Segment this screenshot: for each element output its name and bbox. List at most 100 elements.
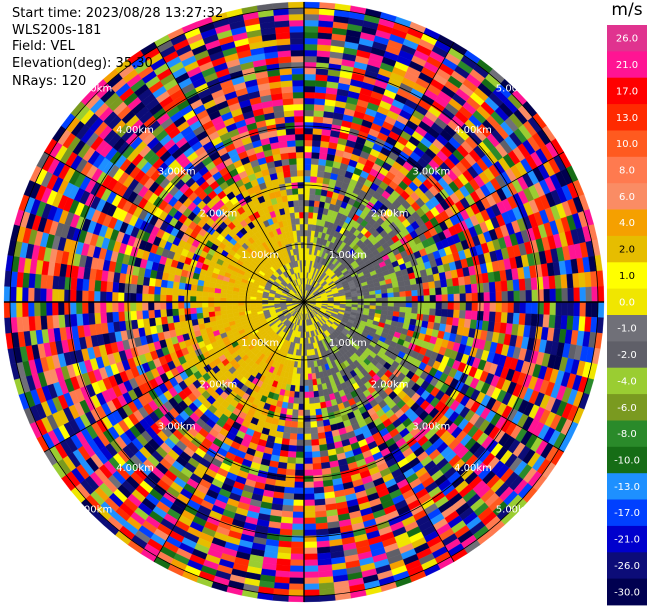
ppi-gate	[447, 301, 455, 311]
ppi-gate	[165, 294, 173, 303]
ppi-gate	[303, 403, 310, 411]
ppi-gate	[303, 7, 320, 15]
ppi-gate	[294, 481, 305, 489]
ppi-gate	[296, 439, 305, 447]
ppi-gate	[501, 301, 509, 313]
ppi-gate	[314, 510, 327, 518]
ppi-gate	[518, 313, 526, 326]
ppi-gate	[313, 104, 325, 112]
ppi-gate	[118, 282, 126, 293]
ppi-gate	[303, 193, 310, 201]
ppi-gate	[99, 291, 107, 303]
ppi-gate	[190, 307, 197, 315]
ppi-gate	[313, 116, 324, 124]
ppi-gate	[177, 295, 185, 303]
ppi-gate	[303, 187, 311, 195]
ppi-gate	[33, 287, 41, 303]
ppi-gate	[214, 310, 222, 317]
ppi-gate	[452, 277, 460, 287]
ppi-gate	[255, 304, 263, 308]
ppi-gate	[428, 281, 436, 289]
ppi-gate	[135, 293, 143, 303]
ppi-gate	[459, 293, 467, 303]
ppi-gate	[428, 315, 436, 323]
ppi-gate	[317, 44, 332, 52]
ppi-gate	[579, 287, 587, 303]
ppi-gate	[375, 293, 383, 299]
ppi-gate	[429, 301, 437, 310]
ppi-gate	[303, 499, 315, 507]
ppi-gate	[573, 287, 581, 303]
ppi-gate	[213, 301, 221, 307]
ppi-gate	[310, 427, 318, 434]
ppi-gate	[123, 292, 131, 303]
ppi-gate	[446, 316, 454, 326]
ppi-gate	[312, 456, 322, 464]
ppi-gate	[303, 127, 314, 135]
ppi-gate	[303, 565, 319, 573]
ppi-gate	[46, 315, 54, 330]
ppi-gate	[399, 291, 407, 298]
ppi-gate	[147, 293, 155, 303]
ppi-gate	[100, 280, 108, 292]
ppi-gate	[178, 282, 186, 290]
ppi-gate	[93, 301, 101, 314]
ppi-gate	[303, 49, 318, 57]
ppi-gate	[70, 277, 78, 291]
ppi-gate	[69, 301, 77, 315]
ppi-gate	[201, 301, 209, 308]
ppi-gate	[282, 498, 294, 506]
ppi-gate	[399, 306, 407, 313]
ppi-gate	[315, 408, 322, 416]
ppi-gate	[501, 291, 509, 303]
ppi-gate	[178, 288, 185, 296]
ppi-gate	[312, 134, 322, 142]
ppi-gate	[513, 301, 521, 314]
ppi-gate	[289, 571, 305, 579]
ppi-gate	[288, 589, 305, 597]
ppi-gate	[317, 432, 326, 440]
ppi-gate	[303, 151, 313, 159]
ppi-gate	[195, 290, 203, 297]
ppi-gate	[303, 139, 313, 147]
ppi-gate	[441, 286, 448, 295]
ppi-gate	[316, 540, 330, 548]
ppi-gate	[345, 296, 353, 300]
ppi-gate	[312, 140, 322, 148]
ppi-gate	[513, 290, 521, 303]
ppi-gate	[303, 589, 320, 597]
ppi-gate	[519, 290, 527, 303]
ppi-gate	[290, 547, 305, 555]
ppi-gate	[303, 43, 318, 51]
ppi-gate	[561, 301, 569, 316]
ppi-gate	[58, 314, 66, 328]
ppi-gate	[165, 301, 173, 310]
ppi-gate	[51, 301, 59, 316]
ppi-gate	[303, 433, 312, 441]
ppi-gate	[314, 504, 327, 512]
ppi-gate	[293, 487, 305, 495]
ppi-gate	[393, 291, 401, 298]
ppi-gate	[195, 301, 203, 308]
ppi-gate	[303, 559, 318, 567]
ppi-gate	[309, 409, 317, 416]
ppi-gate	[27, 287, 35, 303]
ppi-gate	[308, 211, 314, 219]
ppi-gate	[471, 292, 479, 303]
ppi-gate	[292, 517, 305, 525]
ppi-gate	[202, 311, 210, 319]
ppi-gate	[561, 288, 569, 303]
ppi-gate	[312, 468, 323, 476]
ppi-gate	[393, 301, 401, 308]
ppi-gate	[399, 296, 407, 303]
ppi-gate	[319, 450, 329, 458]
ppi-gate	[288, 583, 305, 591]
ppi-gate	[293, 499, 305, 507]
ppi-gate	[573, 301, 581, 317]
ppi-gate	[207, 306, 215, 313]
ppi-gate	[213, 292, 221, 298]
ppi-gate	[189, 295, 197, 303]
ppi-gate	[313, 110, 325, 118]
ppi-gate	[15, 286, 23, 303]
ppi-gate	[303, 73, 317, 81]
